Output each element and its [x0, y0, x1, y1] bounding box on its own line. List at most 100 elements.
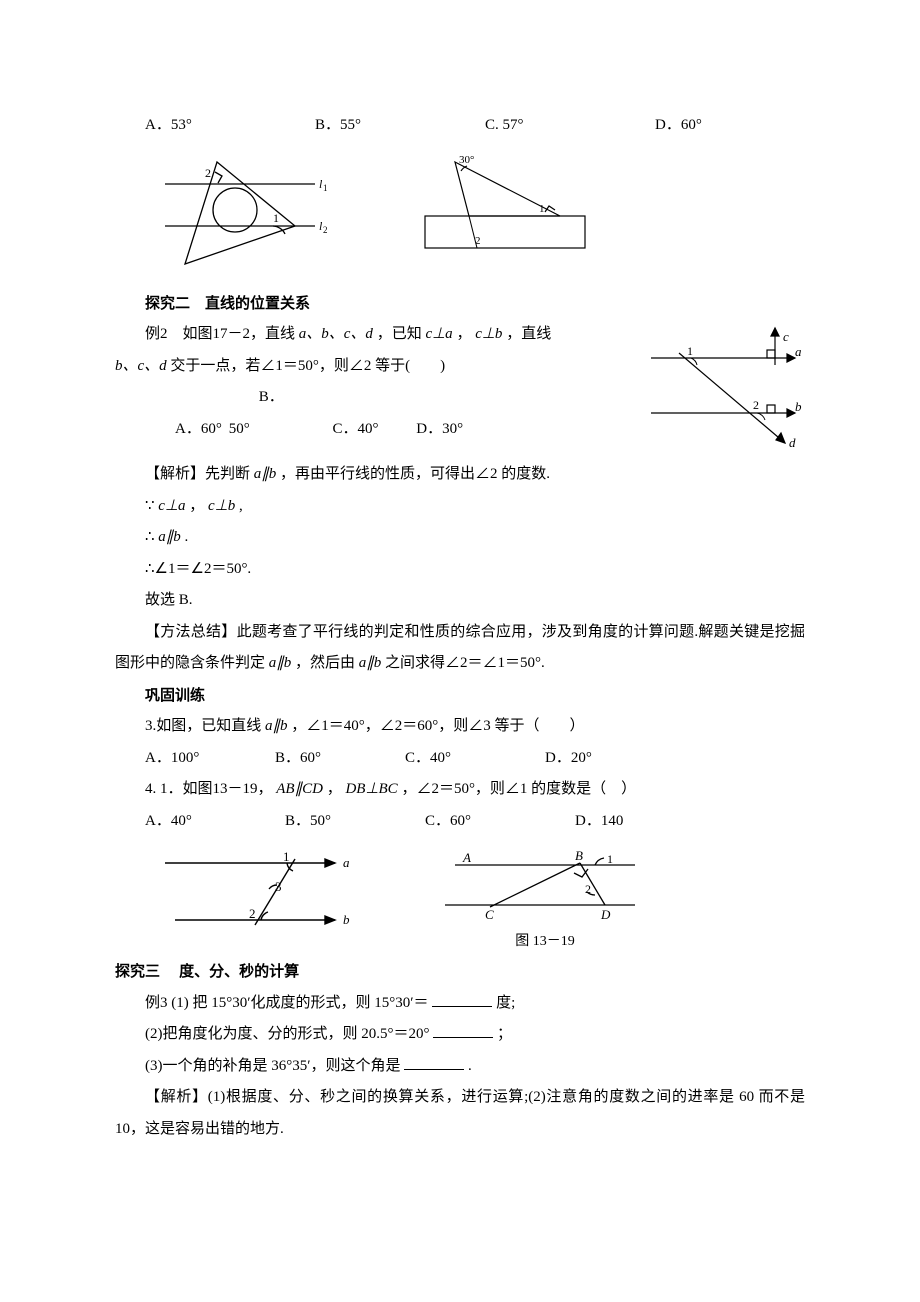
q4-e: ，∠2＝50°，则∠1 的度数是（ ）: [401, 781, 636, 797]
ex2-l2b: 交于一点，若∠1＝50°，则∠2 等于( ): [170, 358, 445, 374]
proof-line4: 故选 B.: [115, 585, 805, 617]
figure-row-2: 1 3 2 a b A: [155, 845, 805, 956]
ex3-2a: (2)把角度化为度、分的形式，则 20.5°＝20°: [145, 1026, 430, 1042]
q3-opt-d: D．20°: [515, 743, 592, 775]
q-top-options: A．53° B．55° C. 57° D．60°: [115, 110, 805, 142]
ex3-2: (2)把角度化为度、分的形式，则 20.5°＝20° ；: [115, 1019, 805, 1051]
ex2-rel2: c⊥b: [475, 326, 502, 342]
ex3-1a: 例3 (1) 把 15°30′化成度的形式，则 15°30′＝: [145, 995, 429, 1011]
fig3-b: b: [795, 399, 802, 414]
ex3-3: (3)一个角的补角是 36°35′，则这个角是 .: [115, 1051, 805, 1083]
opt-c: C. 57°: [455, 110, 625, 142]
fig5-B: B: [575, 848, 583, 863]
figure-1: 2 1 l 1 l 2: [155, 154, 345, 274]
opt-a: A．53°: [115, 110, 285, 142]
method-e: 之间求得∠2＝∠1＝50°.: [385, 655, 545, 671]
practice-title: 巩固训练: [115, 680, 805, 712]
p1c: ，: [189, 498, 204, 514]
ex2-l1: 例2 如图17－2，直线: [145, 326, 295, 342]
ex2-opt-d: D．30°: [386, 414, 463, 446]
q4-opt-d: D．140: [545, 806, 623, 838]
opt-b: B．55°: [285, 110, 455, 142]
q3-opt-b: B．60°: [245, 743, 375, 775]
q4-opt-c: C．60°: [395, 806, 545, 838]
fig4-2: 2: [249, 906, 256, 921]
fig1-label-1: 1: [273, 211, 279, 225]
fig5-2: 2: [585, 882, 591, 896]
fig4-a: a: [343, 855, 350, 870]
page-root: A．53° B．55° C. 57° D．60° 2 1: [0, 0, 920, 1302]
ex2-l1c: ，直线: [506, 326, 551, 342]
section3-analysis: 【解析】(1)根据度、分、秒之间的换算关系，进行运算;(2)注意角的度数之间的进…: [115, 1082, 805, 1145]
method-b: a∥b: [269, 655, 292, 671]
method-c: ，然后由: [295, 655, 355, 671]
fig3-2: 2: [753, 398, 759, 412]
figure-5: A B C D 1 2 图 13－19: [435, 845, 655, 956]
q3-line: 3.如图，已知直线 a∥b ，∠1＝40°，∠2＝60°，则∠3 等于（ ）: [115, 711, 805, 743]
figure-4: 1 3 2 a b: [155, 845, 365, 935]
p2b: a∥b: [158, 529, 181, 545]
example2-block: c a b d 1 2 例2 如图17－2，直线 a、b、c、d ，已知 c⊥a: [115, 319, 805, 459]
fig2-label-30: 30°: [459, 154, 474, 166]
ex3-1b: 度;: [496, 995, 515, 1011]
fig5-A: A: [462, 850, 471, 865]
q4-b: AB∥CD: [276, 781, 323, 797]
proof-line3: ∴∠1＝∠2＝50°.: [115, 554, 805, 586]
ex3-3a: (3)一个角的补角是 36°35′，则这个角是: [145, 1058, 401, 1074]
ex2-l1b: ，已知: [377, 326, 422, 342]
fig4-3: 3: [275, 879, 282, 894]
q4-opt-b: B．50°: [255, 806, 395, 838]
ex2-l2a: b、c、d: [115, 358, 167, 374]
ex3-3b: .: [468, 1058, 472, 1074]
method-summary: 【方法总结】此题考查了平行线的判定和性质的综合应用，涉及到角度的计算问题.解题关…: [115, 617, 805, 680]
blank-1: [432, 991, 492, 1007]
opt-d: D．60°: [625, 110, 795, 142]
proof-line2: ∴ a∥b .: [115, 522, 805, 554]
ex2-opt-c: C．40°: [303, 414, 383, 446]
q3-opt-c: C．40°: [375, 743, 515, 775]
q3-b: a∥b: [265, 718, 288, 734]
method-d: a∥b: [359, 655, 382, 671]
fig3-a: a: [795, 344, 802, 359]
analysis-a: 【解析】先判断: [145, 466, 250, 482]
fig4-b: b: [343, 912, 350, 927]
q3-opt-a: A．100°: [115, 743, 245, 775]
ex2-opt-b: B．50°: [229, 382, 299, 445]
p1a: ∵: [145, 498, 155, 514]
fig3-c: c: [783, 329, 789, 344]
proof-line1: ∵ c⊥a ， c⊥b ,: [115, 491, 805, 523]
ex2-rel1: c⊥a: [425, 326, 452, 342]
q3-options: A．100° B．60° C．40° D．20°: [115, 743, 805, 775]
analysis-c: ，再由平行线的性质，可得出∠2 的度数.: [280, 466, 550, 482]
fig5-D: D: [600, 907, 611, 922]
q4-options: A．40° B．50° C．60° D．140: [115, 806, 805, 838]
ex3-1: 例3 (1) 把 15°30′化成度的形式，则 15°30′＝ 度;: [115, 988, 805, 1020]
p1e: ,: [239, 498, 243, 514]
fig3-1: 1: [687, 344, 693, 358]
section3-title: 探究三 度、分、秒的计算: [115, 956, 805, 988]
p2a: ∴: [145, 529, 155, 545]
ex2-c1: ，: [456, 326, 471, 342]
figure-row-1: 2 1 l 1 l 2 30: [155, 154, 805, 274]
q3-a: 3.如图，已知直线: [145, 718, 261, 734]
q4-d: DB⊥BC: [345, 781, 397, 797]
fig3-d: d: [789, 435, 796, 450]
q4-a: 4. 1．如图13－19，: [145, 781, 273, 797]
fig1-label-l1sub: 1: [323, 183, 328, 193]
figure-2: 30° 1 2: [405, 154, 605, 264]
q4-line: 4. 1．如图13－19， AB∥CD ， DB⊥BC ，∠2＝50°，则∠1 …: [115, 774, 805, 806]
p2c: .: [185, 529, 189, 545]
fig1-label-2: 2: [205, 166, 211, 180]
fig2-label-1: 1: [539, 203, 545, 215]
analysis-line: 【解析】先判断 a∥b ，再由平行线的性质，可得出∠2 的度数.: [115, 459, 805, 491]
ex2-vars: a、b、c、d: [299, 326, 373, 342]
fig5-1: 1: [607, 852, 613, 866]
p1d: c⊥b: [208, 498, 235, 514]
section2-title: 探究二 直线的位置关系: [115, 288, 805, 320]
q4-c: ，: [327, 781, 342, 797]
fig1-label-l2sub: 2: [323, 225, 328, 235]
ex2-opt-a: A．60°: [145, 414, 225, 446]
fig5-caption: 图 13－19: [435, 927, 655, 956]
blank-2: [433, 1022, 493, 1038]
p1b: c⊥a: [158, 498, 185, 514]
